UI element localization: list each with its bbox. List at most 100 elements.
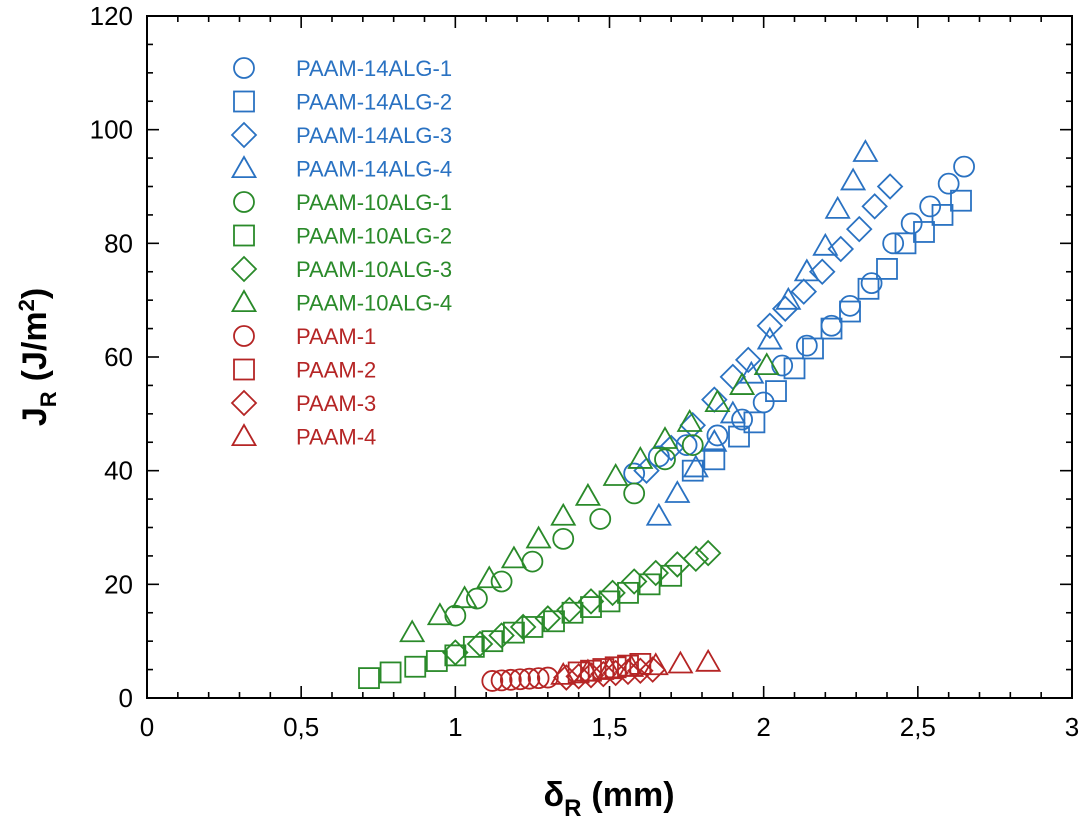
legend-item: PAAM-10ALG-2	[233, 224, 452, 249]
y-tick-label: 120	[90, 1, 133, 31]
data-point	[550, 502, 577, 526]
data-point	[602, 463, 629, 486]
legend-label: PAAM-10ALG-1	[296, 190, 452, 215]
y-tick-label: 20	[104, 569, 133, 599]
x-axis-title-unit: (mm)	[591, 776, 674, 814]
legend-marker	[233, 358, 255, 381]
data-point	[574, 658, 601, 682]
data-point	[509, 613, 537, 641]
series-paam-4	[550, 648, 722, 685]
legend-label: PAAM-14ALG-3	[296, 123, 452, 148]
y-tick-label: 100	[90, 115, 133, 145]
data-point	[756, 312, 784, 340]
series-paam-14alg-4	[645, 139, 879, 526]
data-point	[783, 357, 806, 380]
data-point	[425, 650, 448, 672]
y-axis-title-unit: (J/m	[16, 311, 54, 381]
data-point	[527, 667, 550, 690]
data-point	[618, 653, 645, 677]
x-tick-label: 3	[1065, 712, 1079, 742]
series-paam-1	[481, 666, 559, 692]
legend-marker	[230, 389, 258, 417]
legend-item: PAAM-2	[233, 358, 376, 383]
data-point	[861, 193, 888, 220]
legend-item: PAAM-10ALG-1	[233, 190, 452, 215]
y-tick-label: 40	[104, 456, 133, 486]
legend-item: PAAM-10ALG-3	[230, 255, 452, 283]
data-point	[771, 354, 794, 377]
data-point	[876, 258, 898, 280]
data-point	[642, 559, 670, 587]
data-point	[503, 621, 525, 644]
data-point	[577, 588, 605, 615]
data-point	[706, 424, 729, 447]
data-point	[812, 232, 839, 256]
data-point	[518, 667, 541, 690]
data-point	[481, 630, 504, 653]
data-point	[808, 258, 836, 286]
legend-marker	[230, 121, 258, 149]
data-point	[580, 596, 602, 618]
data-point	[426, 602, 453, 626]
y-axis-title-main: J	[16, 407, 54, 426]
data-point	[490, 570, 513, 593]
data-point	[536, 666, 559, 689]
series-paam-10alg-1	[444, 434, 704, 627]
data-point	[743, 411, 766, 434]
data-point	[802, 337, 824, 360]
data-point	[598, 590, 621, 613]
series-paam-10alg-4	[399, 352, 780, 643]
data-point	[894, 232, 917, 255]
data-point	[839, 294, 861, 317]
y-tick-label: 60	[104, 342, 133, 372]
data-point	[752, 391, 775, 414]
legend-item: PAAM-14ALG-1	[233, 56, 452, 81]
x-tick-label: 1,5	[591, 712, 627, 742]
data-point	[645, 502, 672, 526]
data-point	[642, 652, 669, 676]
data-point	[719, 400, 746, 424]
data-point	[638, 573, 661, 596]
data-point	[623, 482, 646, 505]
data-point	[852, 139, 879, 162]
data-point	[577, 661, 605, 689]
series-paam-14alg-2	[681, 189, 972, 482]
data-point	[657, 434, 685, 462]
data-point	[466, 587, 488, 610]
legend-label: PAAM-3	[296, 391, 376, 416]
data-point	[561, 601, 584, 624]
data-point	[756, 326, 783, 350]
series-paam-10alg-3	[442, 539, 722, 666]
legend-marker	[230, 423, 258, 447]
data-point	[664, 480, 691, 503]
data-point	[840, 167, 867, 191]
data-point	[556, 596, 583, 624]
axis-ticks	[146, 15, 1073, 699]
data-point	[488, 622, 515, 649]
data-point	[552, 527, 575, 550]
data-point	[358, 667, 380, 690]
legend-marker	[233, 191, 255, 213]
data-point	[543, 610, 565, 633]
legend-item: PAAM-14ALG-4	[230, 155, 452, 182]
data-point	[857, 277, 880, 300]
series-paam-14alg-1	[623, 155, 975, 485]
data-point	[623, 462, 646, 485]
data-markers	[358, 139, 975, 692]
legend-label: PAAM-2	[296, 358, 376, 383]
data-point	[490, 669, 513, 692]
y-axis-title-sub: R	[36, 391, 61, 407]
legend-marker	[233, 90, 255, 113]
data-point	[550, 661, 577, 685]
x-tick-label: 2	[756, 712, 770, 742]
data-point	[534, 605, 562, 632]
y-axis-title: JR (J/m2)	[14, 288, 61, 426]
data-point	[627, 445, 654, 469]
data-point	[379, 661, 402, 684]
data-point	[728, 425, 750, 448]
legend-item: PAAM-14ALG-2	[233, 90, 452, 115]
data-point	[845, 215, 873, 243]
legend-item: PAAM-3	[230, 389, 376, 417]
data-point	[481, 670, 504, 692]
legend-label: PAAM-14ALG-2	[296, 90, 452, 115]
